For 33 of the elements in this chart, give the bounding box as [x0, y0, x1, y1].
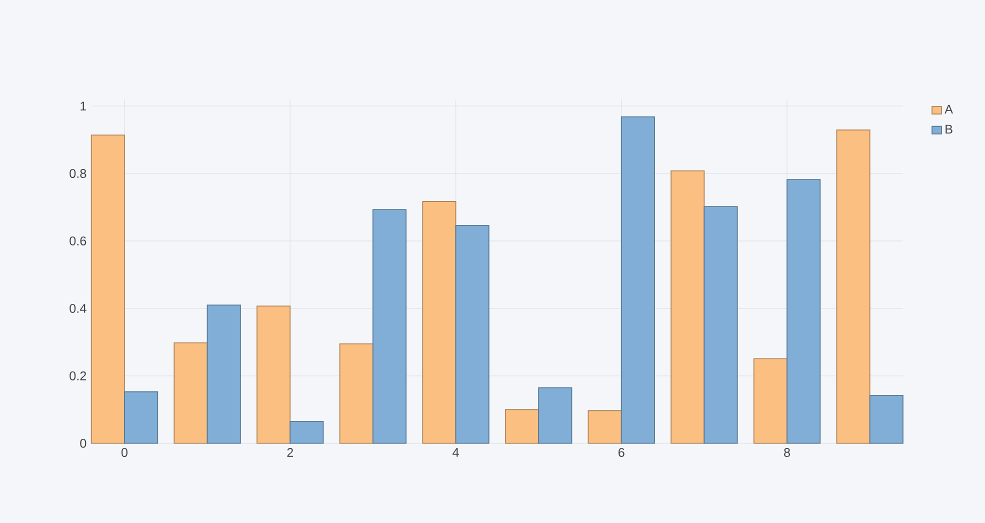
- bar: [372, 209, 407, 444]
- bar: [869, 394, 904, 444]
- y-tick-label: 0: [80, 438, 86, 448]
- y-tick-label: 1: [80, 102, 86, 110]
- bar: [174, 342, 208, 444]
- y-tick-label: 0.6: [70, 236, 86, 246]
- bar: [504, 409, 540, 444]
- bar: [753, 358, 788, 444]
- x-tick-label: 6: [618, 448, 624, 457]
- bar: [422, 201, 456, 444]
- bar: [339, 343, 374, 444]
- bar: [836, 130, 870, 444]
- bar: [290, 420, 324, 444]
- legend-label: A: [944, 104, 953, 114]
- legend-label: B: [946, 124, 952, 134]
- bar: [786, 179, 821, 444]
- x-tick-label: 2: [287, 448, 294, 457]
- x-tick-label: 8: [784, 448, 790, 457]
- bar: [256, 306, 291, 444]
- bar: [588, 410, 622, 444]
- bar: [206, 304, 241, 444]
- bar: [124, 391, 158, 444]
- bar: [704, 206, 738, 444]
- bar: [670, 170, 705, 444]
- x-tick-label: 0: [121, 448, 128, 457]
- bar: [455, 224, 490, 444]
- bar: [538, 387, 572, 444]
- y-tick-label: 0.2: [70, 371, 86, 380]
- bar: [620, 116, 655, 444]
- bar: [90, 134, 125, 444]
- y-tick-label: 0.4: [70, 304, 86, 313]
- y-tick-label: 0.8: [70, 169, 86, 178]
- x-tick-label: 4: [452, 448, 459, 457]
